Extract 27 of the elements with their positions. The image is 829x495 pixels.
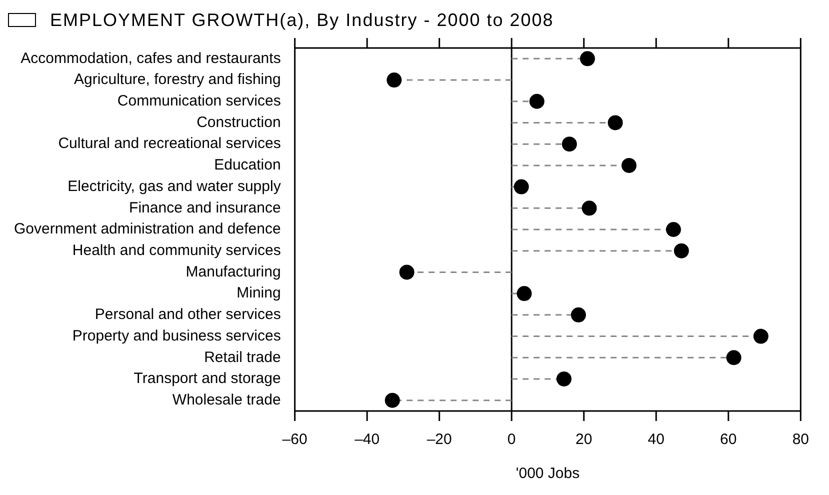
y-tick-label: Government administration and defence (14, 220, 281, 238)
y-tick-label: Construction (196, 114, 281, 131)
x-tick-label: –60 (282, 431, 308, 448)
y-tick-label: Electricity, gas and water supply (68, 178, 282, 195)
y-tick-label: Agriculture, forestry and fishing (74, 71, 281, 88)
chart-title: EMPLOYMENT GROWTH(a), By Industry - 2000 to 2008 (50, 10, 554, 30)
x-tick-label: 20 (576, 431, 592, 448)
y-tick-label: Manufacturing (186, 263, 281, 280)
x-tick-label: 0 (507, 431, 516, 448)
y-tick-label: Personal and other services (94, 306, 281, 324)
y-tick-label: Accommodation, cafes and restaurants (20, 50, 281, 67)
x-tick-label: –40 (354, 431, 380, 448)
y-tick-label: Health and community services (72, 242, 281, 259)
y-tick-label: Transport and storage (134, 370, 281, 388)
x-tick-label: 80 (792, 431, 809, 448)
x-tick-label: 40 (648, 431, 664, 448)
y-tick-label: Cultural and recreational services (58, 135, 281, 152)
y-tick-label: Communication services (117, 92, 281, 110)
y-tick-label: Retail trade (204, 348, 281, 366)
y-tick-label: Finance and insurance (129, 199, 281, 216)
x-tick-label: 60 (720, 431, 737, 448)
y-tick-label: Mining (236, 284, 281, 302)
y-tick-label: Education (214, 156, 281, 174)
y-tick-label: Wholesale trade (172, 391, 281, 408)
x-tick-label: –20 (426, 431, 452, 448)
x-axis-title: '000 Jobs (516, 465, 580, 482)
y-tick-label: Property and business services (72, 327, 281, 344)
